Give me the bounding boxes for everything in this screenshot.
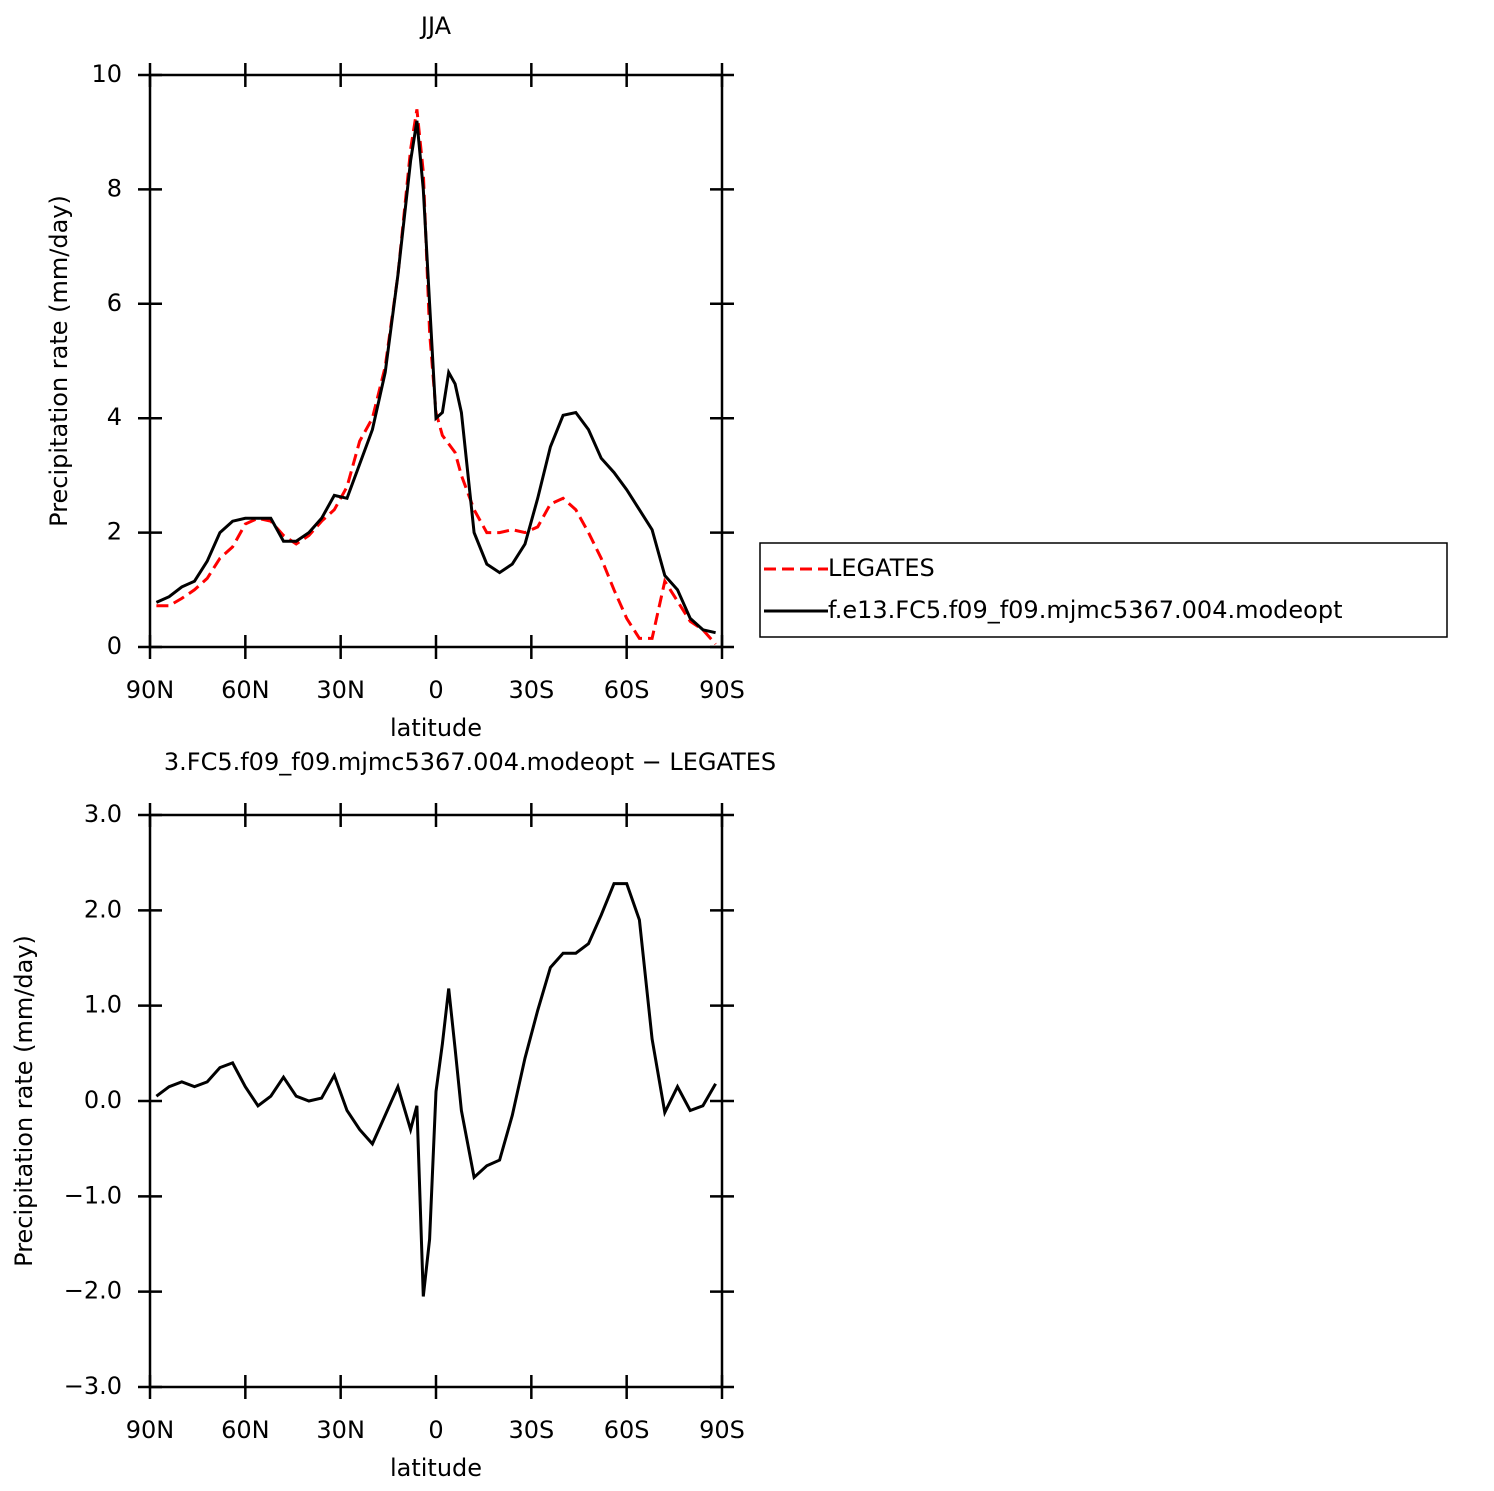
x-tick-label: 90S	[699, 1416, 745, 1444]
y-tick-label: 10	[91, 60, 122, 88]
x-tick-label: 90S	[699, 676, 745, 704]
x-tick-label: 60N	[221, 676, 270, 704]
panel: 3.FC5.f09_f09.mjmc5367.004.modeopt − LEG…	[10, 748, 776, 1482]
y-axis-label: Precipitation rate (mm/day)	[45, 195, 73, 527]
x-axis-label: latitude	[390, 714, 482, 742]
x-tick-label: 30S	[508, 1416, 554, 1444]
data-line	[156, 109, 717, 646]
x-tick-label: 90N	[126, 1416, 175, 1444]
x-tick-label: 30S	[508, 676, 554, 704]
y-tick-label: −3.0	[64, 1372, 122, 1400]
y-tick-label: 2	[107, 518, 122, 546]
x-tick-label: 60N	[221, 1416, 270, 1444]
x-tick-label: 30N	[316, 1416, 365, 1444]
x-tick-label: 30N	[316, 676, 365, 704]
x-tick-label: 60S	[604, 676, 650, 704]
plot-frame	[148, 73, 724, 649]
y-tick-label: 0	[107, 632, 122, 660]
legend-label: f.e13.FC5.f09_f09.mjmc5367.004.modeopt	[828, 596, 1343, 624]
y-tick-label: −1.0	[64, 1181, 122, 1209]
y-tick-label: 0.0	[84, 1086, 122, 1114]
panel: JJA latitude Precipitation rate (mm/day) 90…	[45, 12, 1448, 742]
x-tick-label: 0	[428, 676, 443, 704]
y-tick-label: 3.0	[84, 800, 122, 828]
chart-title: 3.FC5.f09_f09.mjmc5367.004.modeopt − LEG…	[164, 748, 776, 776]
legend-box	[759, 542, 1448, 638]
x-tick-label: 0	[428, 1416, 443, 1444]
legend-label: LEGATES	[828, 554, 935, 582]
y-tick-label: 8	[107, 174, 122, 202]
y-tick-label: 6	[107, 289, 122, 317]
y-tick-label: 1.0	[84, 991, 122, 1019]
x-tick-label: 90N	[126, 676, 175, 704]
x-tick-label: 60S	[604, 1416, 650, 1444]
chart-title: JJA	[419, 12, 452, 40]
y-tick-label: 2.0	[84, 895, 122, 923]
data-line	[155, 882, 717, 1297]
y-tick-label: 4	[107, 403, 122, 431]
data-line	[155, 120, 716, 635]
y-tick-label: −2.0	[64, 1277, 122, 1305]
x-axis-label: latitude	[390, 1454, 482, 1482]
y-axis-label: Precipitation rate (mm/day)	[10, 935, 38, 1267]
